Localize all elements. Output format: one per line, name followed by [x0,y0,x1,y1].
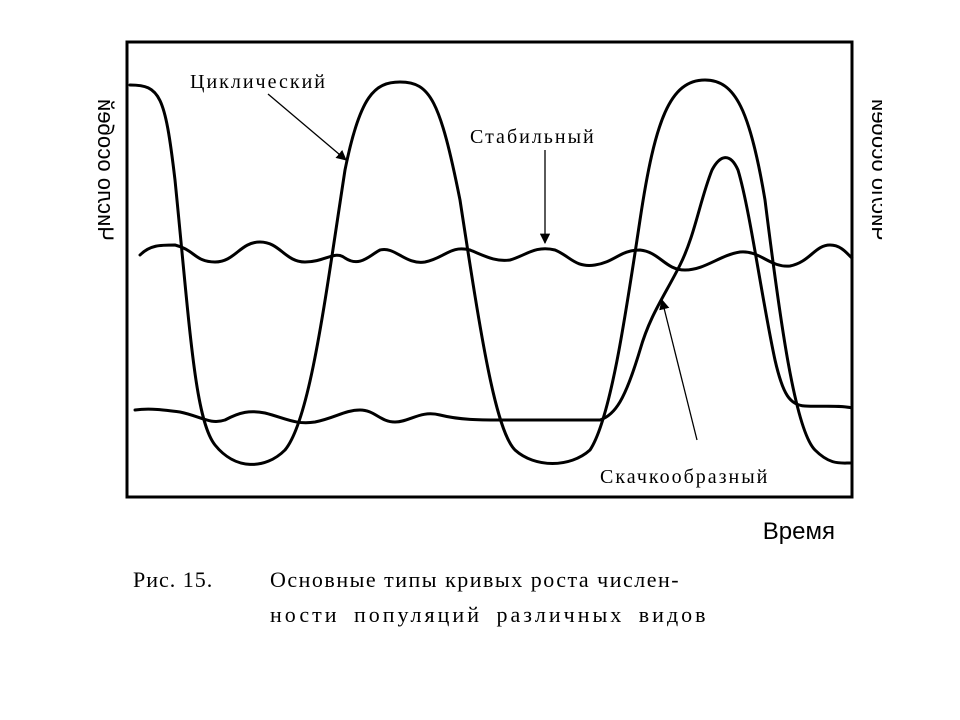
y-axis-label: Число особей [93,99,118,241]
cyclic-label: Циклический [190,71,327,93]
caption-line: ности популяций различных видов [270,602,709,627]
jump-curve [133,156,854,425]
jump-label: Скачкообразный [600,466,769,488]
caption-number: Рис. 15. [133,567,213,592]
plot-frame [125,40,854,499]
y-axis-label-cropped: Число особей [867,99,892,241]
stable-curve [138,240,854,272]
arrow-jump [659,298,698,441]
arrow-cyclic [267,93,347,161]
x-axis-label: Время [763,518,835,545]
stable-label: Стабильный [470,126,596,148]
caption-line: Основные типы кривых роста числен- [270,567,680,592]
cyclic-curve [128,78,852,466]
